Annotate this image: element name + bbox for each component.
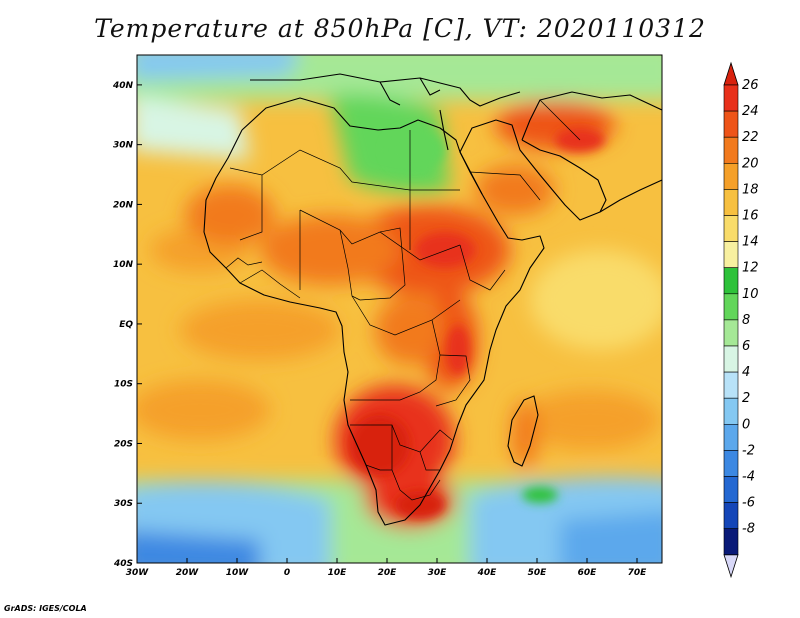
coastlines [203, 73, 662, 526]
colorbar-swatch [723, 528, 739, 556]
colorbar-swatch [723, 502, 739, 530]
y-tick-label: 20N [113, 200, 134, 210]
plot-frame [136, 54, 663, 564]
colorbar-swatch [723, 423, 739, 451]
colorbar-swatch [723, 267, 739, 295]
grads-credit: GrADS: IGES/COLA [4, 604, 87, 613]
temperature-field [137, 55, 662, 563]
colorbar-swatch [723, 450, 739, 477]
colorbar-label: 0 [742, 417, 750, 432]
colorbar-label: 18 [742, 182, 759, 197]
colorbar-label: 26 [742, 78, 759, 93]
y-tick-label: 40S [113, 559, 133, 569]
map-title: Temperature at 850hPa [C], VT: 202011031… [94, 14, 706, 43]
y-tick-label: 30S [114, 499, 133, 509]
y-tick-label: 30N [113, 141, 134, 151]
colorbar-swatch [723, 136, 739, 164]
x-tick-label: 30E [428, 568, 448, 578]
colorbar-swatch [723, 215, 739, 242]
colorbar-label: 10 [742, 287, 759, 302]
colorbar-label: 16 [742, 209, 759, 224]
colorbar-label: 24 [742, 104, 759, 119]
colorbar-swatch [723, 293, 739, 321]
x-tick-label: 0 [284, 568, 290, 578]
x-tick-label: 40E [477, 568, 498, 578]
y-tick-label: 20S [114, 439, 133, 449]
colorbar-swatch [723, 319, 739, 347]
colorbar-top-arrow [723, 61, 739, 86]
colorbar-swatch [723, 84, 739, 112]
x-tick-label: 20W [176, 568, 200, 578]
y-tick-label: 10N [113, 260, 134, 270]
colorbar-label: 22 [742, 130, 759, 145]
colorbar-swatch [723, 163, 739, 190]
colorbar-label: -6 [742, 496, 755, 511]
colorbar-label: 20 [742, 156, 759, 171]
x-tick-label: 60E [578, 568, 598, 578]
x-tick-label: 20E [378, 568, 398, 578]
colorbar-swatch [723, 241, 739, 269]
colorbar-label: 6 [742, 339, 750, 354]
country-borders [225, 99, 581, 501]
colorbar-label: -2 [742, 443, 755, 458]
colorbar-label: 12 [742, 261, 759, 276]
x-tick-label: 30W [126, 568, 150, 578]
x-axis: 30W 20W 10W 0 10E 20E 30E 40E 50E 60E 70E [126, 558, 647, 578]
colorbar-label: 2 [742, 391, 750, 406]
x-tick-label: 10W [226, 568, 250, 578]
colorbar-swatch [723, 371, 739, 399]
colorbar-label: 14 [742, 235, 759, 250]
colorbar-swatch [723, 110, 739, 138]
colorbar-label: -4 [742, 470, 755, 485]
colorbar-label: 8 [742, 313, 750, 328]
y-tick-label: EQ [119, 320, 133, 330]
y-tick-label: 40N [112, 81, 134, 91]
colorbar-swatch [723, 476, 739, 503]
colorbar-label: 4 [742, 365, 750, 380]
y-tick-label: 10S [114, 380, 133, 390]
colorbar-swatch [723, 189, 739, 216]
y-axis: 40N 30N 20N 10N EQ 10S 20S 30S 40S [112, 81, 142, 569]
x-tick-label: 70E [628, 568, 648, 578]
colorbar-swatch [723, 397, 739, 425]
colorbar-bottom-arrow [723, 554, 739, 579]
colorbar-swatch [723, 345, 739, 373]
x-tick-label: 50E [528, 568, 548, 578]
colorbar-label: -8 [742, 522, 755, 537]
x-tick-label: 10E [328, 568, 348, 578]
